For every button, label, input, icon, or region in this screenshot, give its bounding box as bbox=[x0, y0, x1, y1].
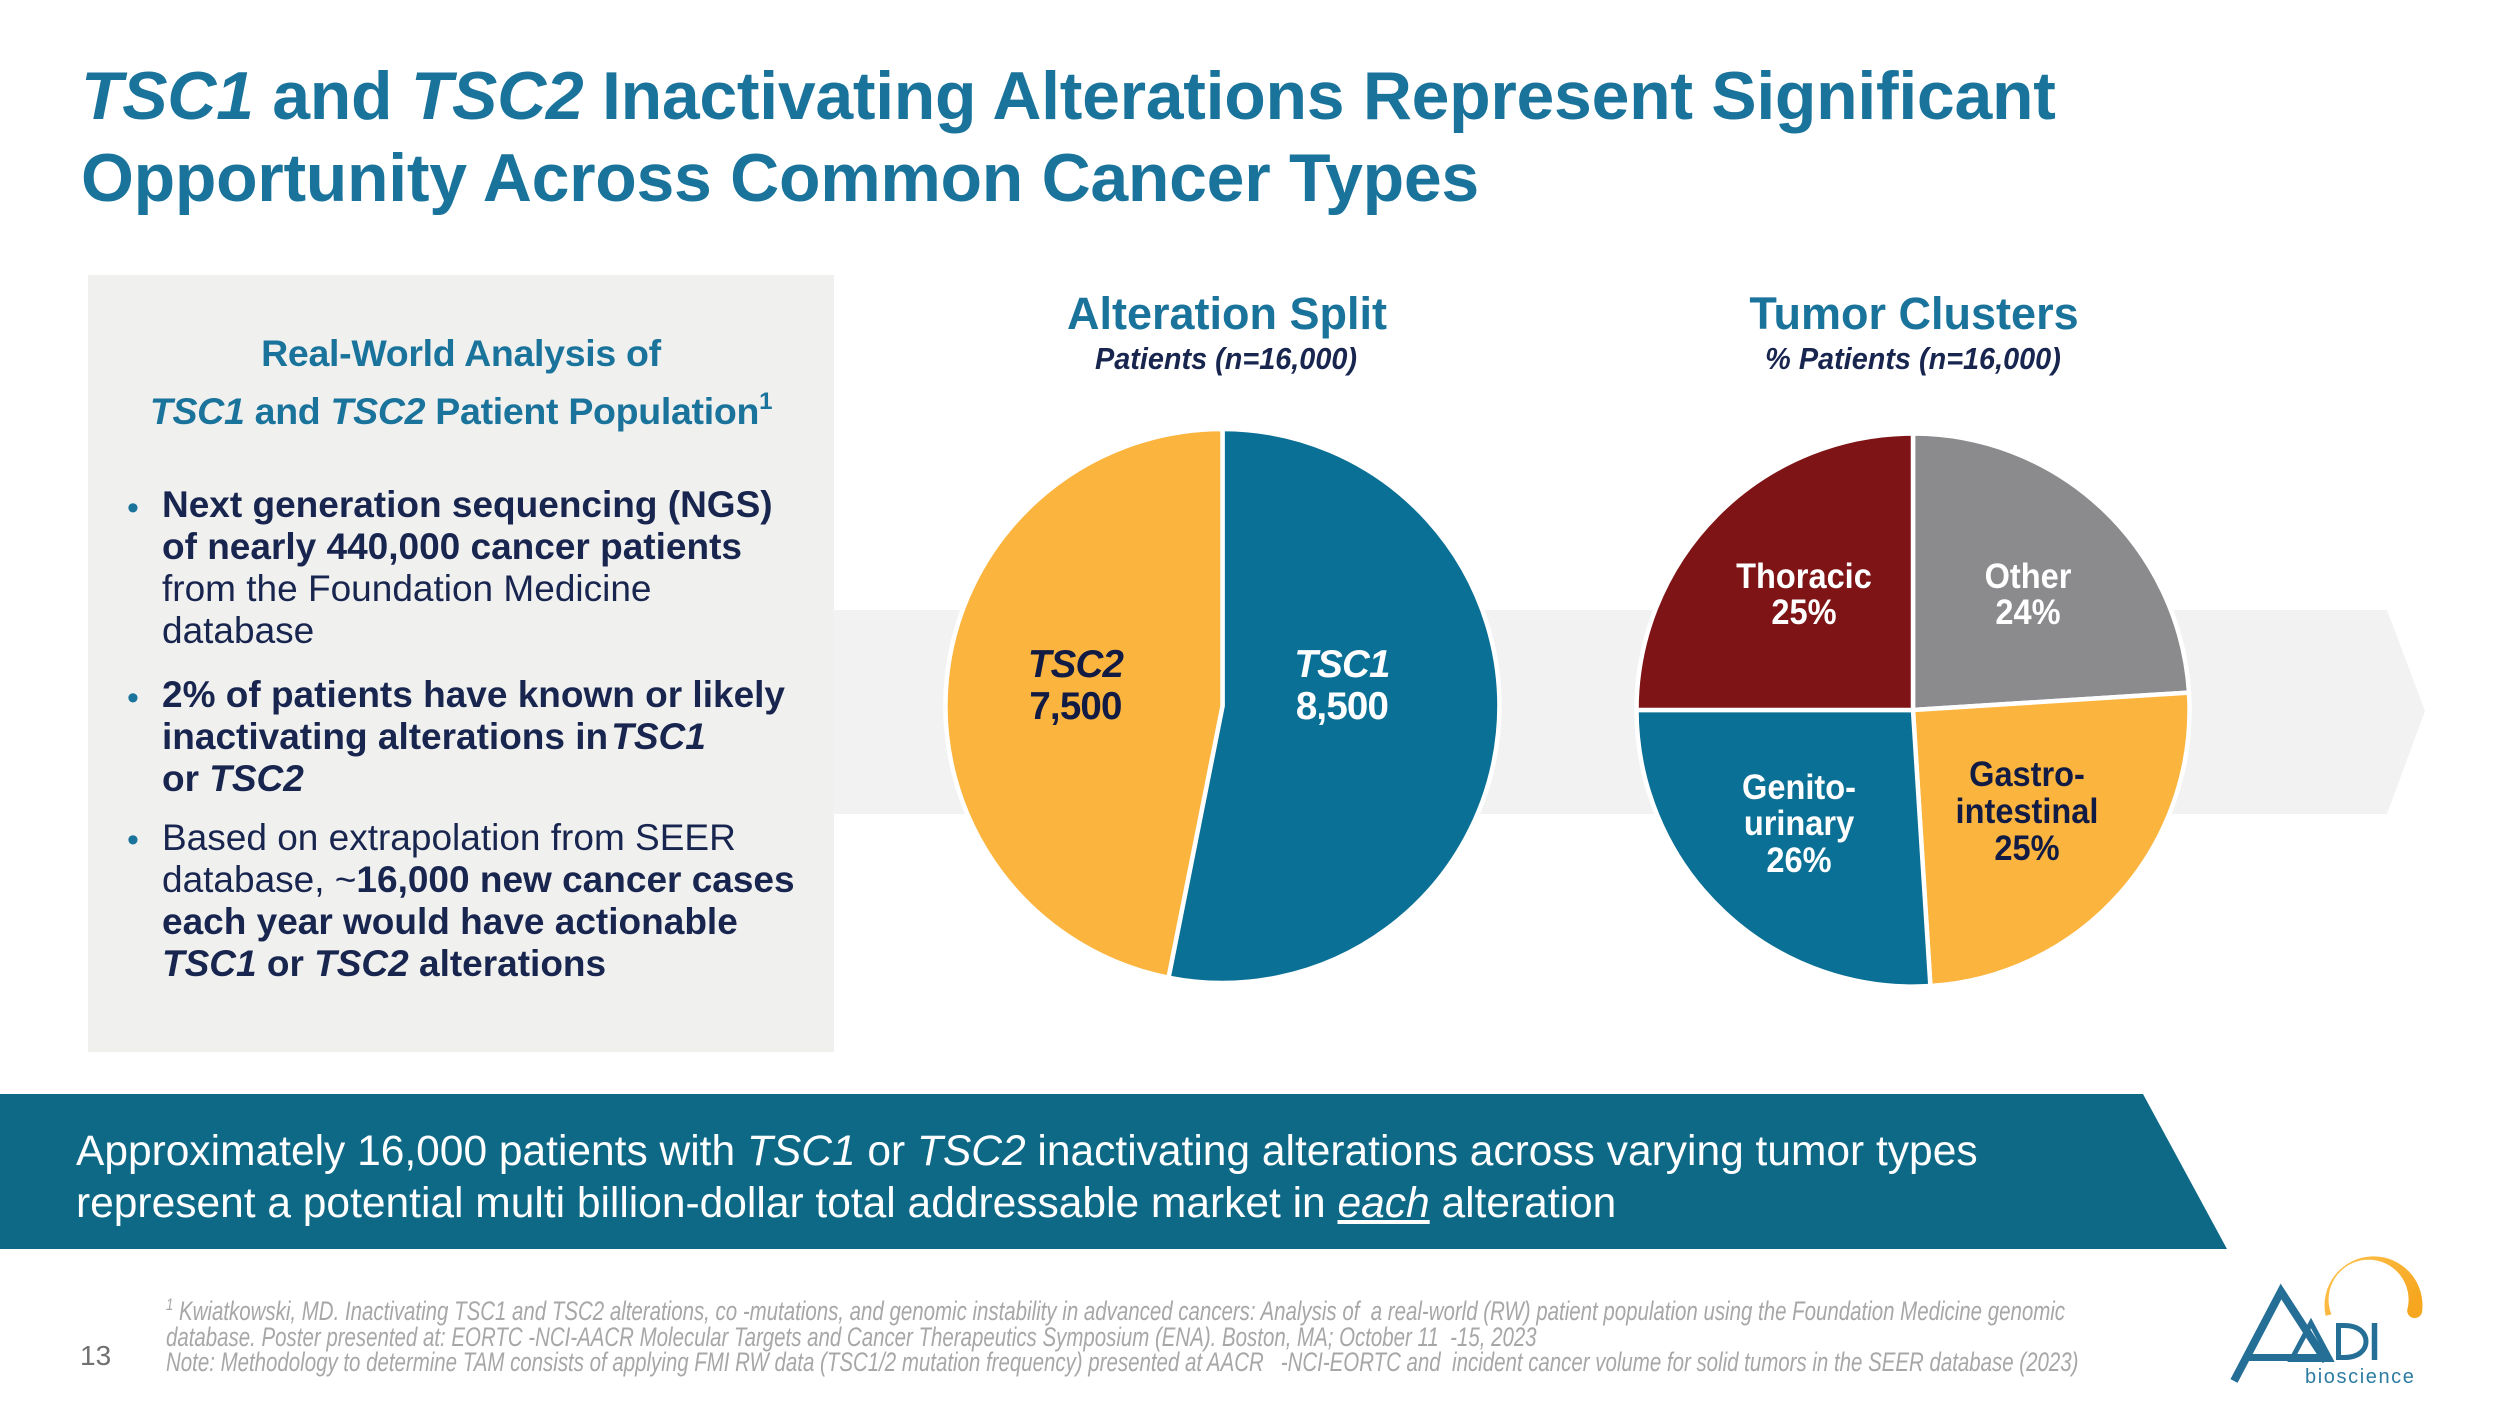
svg-text:bioscience: bioscience bbox=[2305, 1366, 2416, 1388]
